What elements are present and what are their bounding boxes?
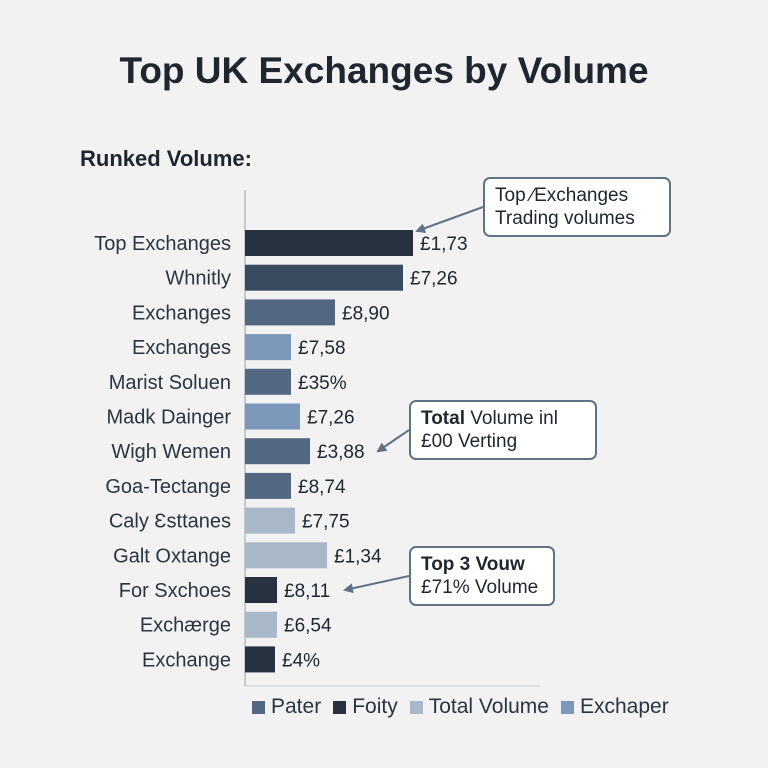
value-label: £7,26 — [410, 269, 458, 290]
category-label: Whnitly — [165, 268, 231, 290]
bar — [245, 403, 300, 430]
category-label: Exchærge — [140, 615, 231, 637]
value-label: £8,74 — [298, 477, 346, 498]
legend-label: Pater — [271, 695, 322, 718]
value-label: £7,26 — [307, 408, 355, 429]
category-label: Exchange — [142, 649, 231, 671]
bar — [245, 507, 295, 534]
bar — [245, 472, 291, 499]
bar — [245, 264, 403, 291]
bar — [245, 611, 277, 638]
chart-subtitle: Runked Volume: — [80, 146, 252, 171]
callout-bold: Total — [421, 408, 465, 429]
bar — [245, 368, 291, 395]
bar — [245, 299, 335, 326]
legend-item: Total Volume — [409, 695, 549, 719]
value-label: £8,90 — [342, 303, 390, 324]
legend-label: Foity — [352, 695, 398, 718]
bar — [245, 230, 413, 256]
callout-line2: £00 Verting — [421, 431, 518, 452]
legend-swatch — [333, 700, 347, 714]
chart-title: Top UK Exchanges by Volume — [119, 50, 649, 91]
value-label: £8,11 — [284, 581, 330, 602]
legend-swatch — [409, 700, 423, 714]
category-label: Goa-Tectange — [105, 476, 231, 498]
category-label: Galt Oxtange — [113, 545, 231, 567]
category-label: Exchanges — [132, 302, 231, 324]
category-label: Exchanges — [132, 337, 231, 359]
legend-item: Exchaper — [560, 695, 669, 719]
category-label: Marist Soluen — [109, 372, 231, 394]
bar — [245, 646, 275, 673]
category-label: Top Exchanges — [94, 233, 231, 255]
value-label: £6,54 — [284, 616, 332, 637]
bar — [245, 438, 310, 465]
value-label: £3,88 — [317, 442, 365, 463]
value-label: £7,75 — [302, 512, 350, 533]
legend-item: Pater — [252, 695, 321, 719]
callout-arrow — [376, 429, 410, 453]
category-label: Caly Ɛsttanes — [109, 511, 231, 533]
callout-top-exchanges: Top ⁄Exchanges Trading volumes — [483, 177, 671, 237]
chart-legend: Pater Foity Total Volume Exchaper — [252, 695, 681, 719]
callout-total-volume: Total Volume inl £00 Verting — [409, 400, 597, 460]
legend-label: Exchaper — [579, 695, 669, 718]
legend-item: Foity — [333, 695, 398, 719]
bar — [245, 334, 291, 361]
value-label: £1,34 — [334, 546, 382, 567]
callout-arrow — [343, 575, 410, 594]
callout-line2: £71% Volume — [421, 577, 539, 598]
callout-bold: Top 3 Vouw — [421, 554, 525, 575]
callout-arrow — [415, 206, 484, 233]
value-label: £35% — [298, 373, 347, 394]
category-label: Wigh Wemen — [111, 441, 231, 463]
legend-swatch — [560, 700, 574, 714]
value-label: £7,58 — [298, 338, 346, 359]
value-label: £1,73 — [420, 234, 468, 255]
callout-line2: Trading volumes — [495, 208, 635, 229]
category-label: Madk Dainger — [106, 407, 231, 429]
legend-swatch — [252, 700, 265, 714]
callout-top-3: Top 3 Vouw £71% Volume — [409, 546, 555, 606]
value-label: £4% — [282, 650, 320, 671]
category-label: For Sxchoes — [119, 580, 231, 602]
callout-line1: Volume inl — [464, 408, 558, 429]
callout-line1: Top ⁄Exchanges — [495, 185, 629, 206]
legend-label: Total Volume — [428, 695, 549, 718]
bar — [245, 542, 327, 569]
bar — [245, 577, 277, 603]
